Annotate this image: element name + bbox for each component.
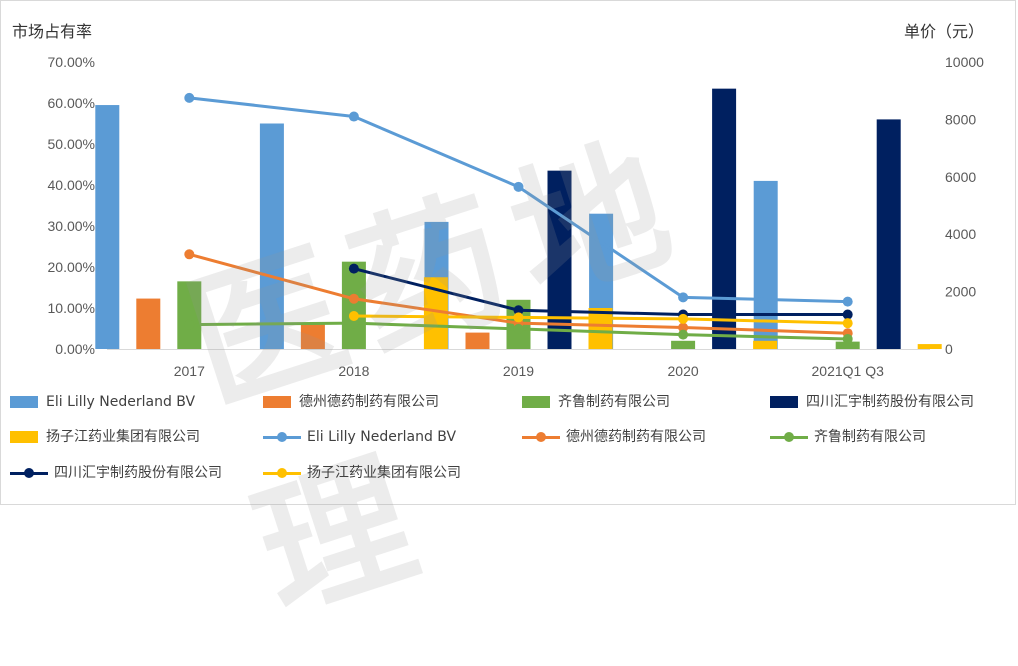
- left-tick-label: 10.00%: [48, 300, 95, 316]
- bar: [465, 332, 490, 349]
- x-tick-label: 2017: [174, 363, 205, 379]
- legend-bar-swatch: [770, 396, 798, 408]
- legend-line-swatch: [770, 431, 808, 443]
- bar: [917, 344, 942, 349]
- bar: [95, 105, 120, 349]
- right-tick-label: 2000: [945, 284, 976, 300]
- legend-item: Eli Lilly Nederland BV: [263, 427, 456, 447]
- bar: [259, 123, 284, 349]
- line-point: [348, 293, 359, 304]
- legend-item: 扬子江药业集团有限公司: [10, 427, 200, 447]
- bar: [753, 180, 778, 349]
- bar: [177, 281, 202, 349]
- legend-label: 四川汇宇制药股份有限公司: [54, 465, 222, 481]
- chart-stage: 市场占有率 单价（元） 0.00% 10.00% 20.00% 30.00% 40.00…: [0, 0, 1016, 644]
- legend-item: 德州德药制药有限公司: [522, 427, 706, 447]
- legend-item: 德州德药制药有限公司: [263, 392, 439, 412]
- x-tick-label: 2020: [668, 363, 699, 379]
- left-tick-label: 30.00%: [48, 218, 95, 234]
- bar: [712, 88, 737, 350]
- bar: [136, 298, 161, 349]
- legend-label: 扬子江药业集团有限公司: [46, 429, 200, 445]
- right-tick-label: 10000: [945, 54, 984, 70]
- bar: [547, 170, 572, 349]
- left-tick-label: 20.00%: [48, 259, 95, 275]
- legend-item: 齐鲁制药有限公司: [770, 427, 926, 447]
- x-tick-label: 2018: [338, 363, 369, 379]
- bar: [876, 119, 901, 350]
- legend-label: 齐鲁制药有限公司: [814, 429, 926, 445]
- line-point: [184, 249, 195, 260]
- bar: [671, 340, 696, 349]
- legend-label: 齐鲁制药有限公司: [558, 394, 670, 410]
- left-tick-label: 70.00%: [48, 54, 95, 70]
- legend-bar-swatch: [10, 431, 38, 443]
- legend-label: 扬子江药业集团有限公司: [307, 465, 461, 481]
- legend-label: 德州德药制药有限公司: [566, 429, 706, 445]
- line-point: [348, 310, 359, 321]
- line-point: [348, 111, 359, 122]
- right-axis-title: 单价（元）: [904, 22, 985, 41]
- left-tick-label: 50.00%: [48, 136, 95, 152]
- right-tick-label: 4000: [945, 226, 976, 242]
- line-point: [842, 296, 853, 307]
- legend-label: Eli Lilly Nederland BV: [46, 394, 196, 410]
- line-point: [513, 323, 524, 334]
- legend-label: 四川汇宇制药股份有限公司: [806, 394, 974, 410]
- legend-item: 四川汇宇制药股份有限公司: [10, 463, 222, 483]
- line-point: [842, 333, 853, 344]
- chart-frame: [0, 0, 1016, 505]
- line-point: [513, 305, 524, 316]
- line-point: [678, 313, 689, 324]
- line-point: [348, 263, 359, 274]
- legend-bar-swatch: [522, 396, 550, 408]
- legend-label: 德州德药制药有限公司: [299, 394, 439, 410]
- legend-bar-swatch: [10, 396, 38, 408]
- legend-line-swatch: [263, 431, 301, 443]
- line-point: [184, 92, 195, 103]
- left-tick-label: 0.00%: [55, 341, 95, 357]
- left-tick-label: 40.00%: [48, 177, 95, 193]
- line-point: [513, 312, 524, 323]
- line-point: [513, 181, 524, 192]
- legend-item: Eli Lilly Nederland BV: [10, 392, 195, 412]
- legend-bar-swatch: [263, 396, 291, 408]
- bar: [341, 261, 366, 349]
- bar: [753, 340, 778, 349]
- chart-plot: 0.00% 10.00% 20.00% 30.00% 40.00% 50.00% 60.00…: [48, 54, 985, 379]
- bar: [835, 341, 860, 349]
- right-tick-label: 8000: [945, 111, 976, 127]
- right-tick-label: 0: [945, 341, 953, 357]
- line-point: [678, 322, 689, 333]
- legend-line-swatch: [10, 467, 48, 479]
- legend-item: 齐鲁制药有限公司: [522, 392, 670, 412]
- legend-line-swatch: [263, 467, 301, 479]
- bar: [588, 308, 613, 349]
- left-tick-label: 60.00%: [48, 95, 95, 111]
- line-point: [842, 318, 853, 329]
- legend-line-swatch: [522, 431, 560, 443]
- bar: [300, 324, 325, 349]
- line-point: [842, 309, 853, 320]
- line-point: [348, 318, 359, 329]
- legend-item: 扬子江药业集团有限公司: [263, 463, 461, 483]
- line-point: [678, 329, 689, 340]
- left-axis-title: 市场占有率: [12, 22, 93, 41]
- series-line: [353, 267, 848, 317]
- legend-label: Eli Lilly Nederland BV: [307, 429, 457, 445]
- line-point: [678, 292, 689, 303]
- x-tick-label: 2019: [503, 363, 534, 379]
- right-tick-label: 6000: [945, 169, 976, 185]
- legend-item: 四川汇宇制药股份有限公司: [770, 392, 974, 412]
- x-tick-label: 2021Q1 Q3: [812, 363, 885, 379]
- series-line: [353, 314, 848, 325]
- series-line: [189, 96, 848, 304]
- line-point: [184, 319, 195, 330]
